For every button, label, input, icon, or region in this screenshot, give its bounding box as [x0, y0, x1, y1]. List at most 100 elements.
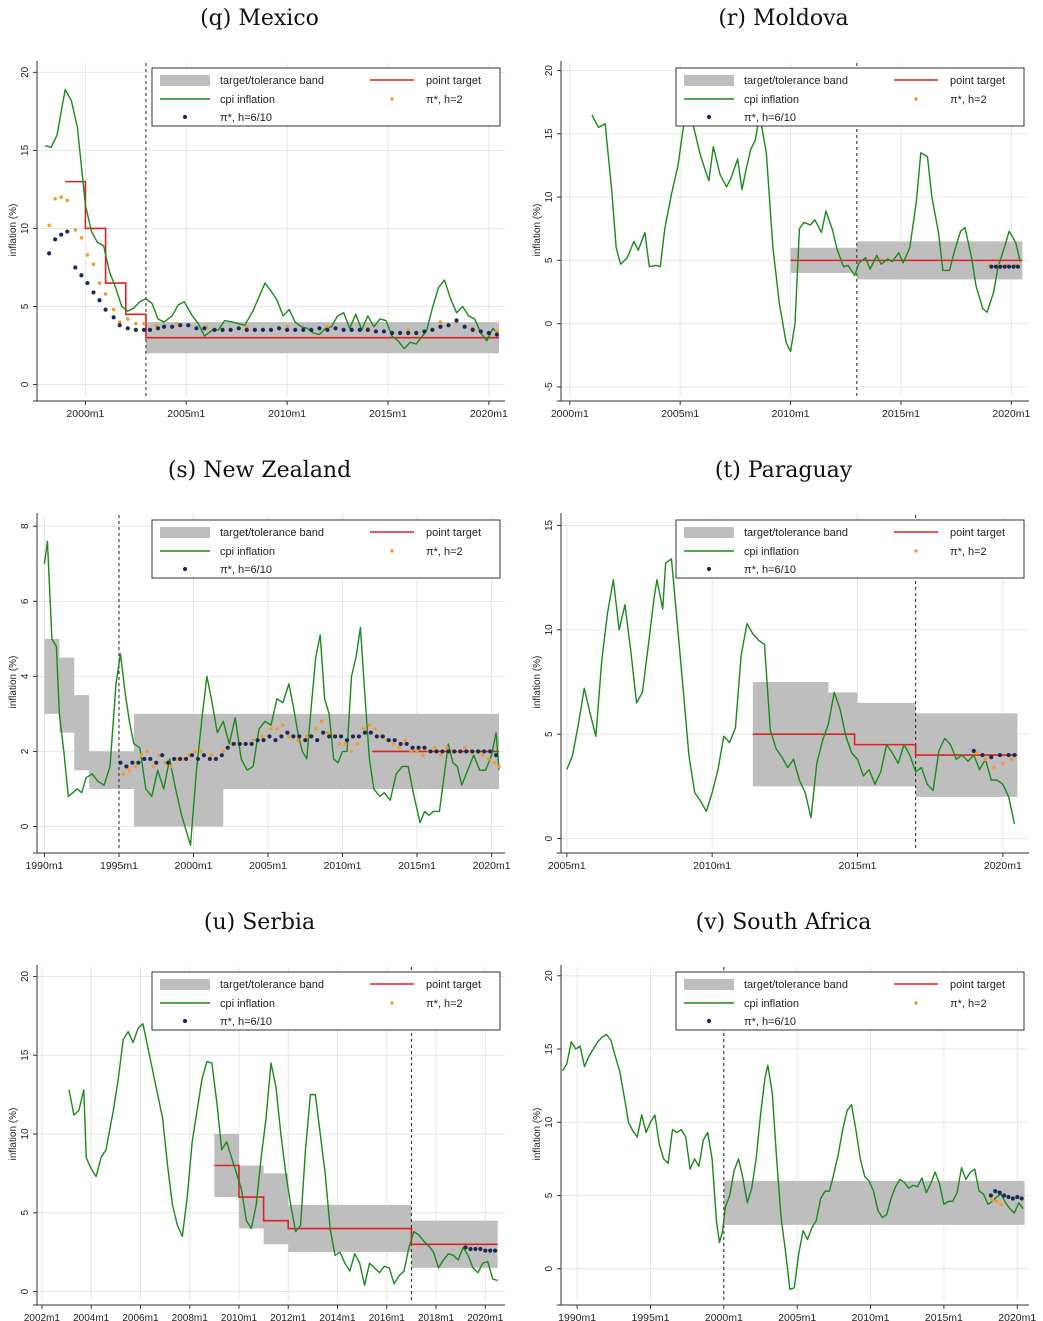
chart-svg: -5 0 5 10 15 20 inflation (%) 2000m1 2005m1 2010m…	[532, 61, 1030, 417]
h2-point	[349, 749, 354, 754]
x-tick-label: 2006m1	[122, 1313, 159, 1321]
h610-point	[133, 327, 138, 332]
h2-point	[409, 749, 413, 754]
h610-point	[202, 326, 207, 331]
h610-point	[454, 318, 459, 323]
y-tick-label: 5	[20, 303, 31, 309]
legend-label-h610: π*, h=6/10	[220, 1016, 272, 1028]
h2-point	[391, 742, 396, 746]
h610-point	[357, 327, 362, 332]
h2-point	[73, 228, 78, 232]
h610-point	[392, 738, 397, 743]
y-tick-label: 4	[20, 673, 31, 679]
x-tick-label: 2010m1	[268, 408, 306, 417]
h610-point	[201, 753, 207, 758]
h2-point	[486, 757, 491, 761]
y-tick-label: 6	[20, 598, 31, 604]
h610-point	[118, 760, 123, 765]
x-tick-label: 2020m1	[992, 408, 1030, 417]
h2-point	[480, 753, 485, 757]
h610-point	[141, 327, 147, 332]
y-tick-label: 15	[544, 1043, 555, 1055]
h610-point	[237, 741, 242, 747]
h610-point	[381, 329, 387, 334]
h610-point	[243, 741, 248, 747]
legend-label-h2: π*, h=2	[426, 94, 463, 106]
h2-point	[325, 324, 330, 329]
h2-point	[355, 742, 360, 746]
x-tick-label: 2020m1	[984, 860, 1022, 869]
h610-point	[220, 327, 225, 332]
y-tick-label: 10	[544, 1116, 555, 1128]
h2-point	[497, 764, 501, 769]
x-tick-label: 2015m1	[882, 408, 920, 417]
x-tick-label: 2002m1	[24, 1313, 61, 1321]
h2-point	[97, 281, 102, 285]
legend-h610-swatch	[182, 1018, 188, 1024]
h2-point	[433, 745, 437, 750]
y-axis-label: inflation (%)	[8, 204, 19, 257]
x-tick-label: 2010m1	[693, 860, 731, 869]
h610-point	[136, 760, 141, 765]
h610-point	[212, 327, 217, 332]
h2-point	[319, 719, 324, 724]
y-tick-label: 10	[544, 191, 555, 203]
y-axis-label: inflation (%)	[532, 1108, 543, 1161]
h610-point	[1011, 264, 1016, 269]
h610-point	[476, 749, 481, 754]
x-tick-label: 2015m1	[369, 408, 407, 417]
h610-point	[293, 327, 298, 332]
legend-label-point: point target	[950, 75, 1005, 87]
h610-point	[268, 327, 274, 332]
y-tick-label: 20	[544, 65, 555, 77]
h2-point	[121, 772, 126, 776]
legend-label-cpi: cpi inflation	[220, 546, 275, 558]
h2-point	[209, 753, 214, 757]
h610-point	[430, 327, 435, 332]
legend-label-h610: π*, h=6/10	[220, 564, 272, 576]
h2-point	[125, 317, 130, 321]
y-tick-label: 5	[544, 257, 555, 263]
x-tick-label: 2010m1	[324, 860, 362, 869]
legend-label-band: target/tolerance band	[744, 527, 848, 539]
legend-label-h610: π*, h=6/10	[220, 112, 272, 124]
legend-label-band: target/tolerance band	[220, 75, 324, 87]
h610-point	[988, 1193, 993, 1198]
h610-point	[103, 307, 108, 312]
h610-point	[189, 753, 195, 758]
h610-point	[1006, 1194, 1011, 1200]
legend-label-cpi: cpi inflation	[220, 998, 275, 1010]
tolerance-band	[723, 1180, 1025, 1225]
h610-point	[478, 1246, 483, 1252]
h610-point	[493, 1248, 498, 1253]
h610-point	[483, 1248, 488, 1253]
h610-point	[468, 1246, 473, 1252]
legend-h2-swatch	[914, 1001, 918, 1005]
h610-point	[195, 756, 201, 762]
h610-point	[1007, 264, 1012, 269]
h2-point	[174, 321, 178, 326]
y-tick-label: 0	[20, 1288, 31, 1294]
h2-point	[373, 727, 378, 731]
x-tick-label: 2020m1	[473, 860, 511, 869]
h610-point	[1012, 752, 1017, 758]
y-tick-label: 5	[544, 1192, 555, 1198]
h2-point	[1009, 757, 1014, 762]
h2-point	[142, 321, 146, 326]
h610-point	[1015, 1194, 1020, 1200]
legend-band-swatch	[684, 979, 734, 990]
h610-point	[473, 1246, 478, 1252]
h610-point	[213, 756, 218, 762]
h2-point	[304, 734, 309, 739]
h610-point	[111, 315, 116, 320]
h2-point	[251, 738, 255, 742]
legend-h610-swatch	[182, 566, 188, 572]
x-tick-label: 2018m1	[418, 1313, 455, 1321]
chart-svg: 0 5 10 15 20 inflation (%) 1990m1 1995m1 2000m1 2…	[532, 965, 1036, 1321]
h610-point	[980, 752, 985, 758]
h610-point	[228, 327, 233, 332]
h2-point	[244, 324, 249, 329]
legend-h2-swatch	[914, 549, 918, 553]
y-tick-label: 0	[20, 381, 31, 387]
h2-point	[199, 749, 203, 754]
